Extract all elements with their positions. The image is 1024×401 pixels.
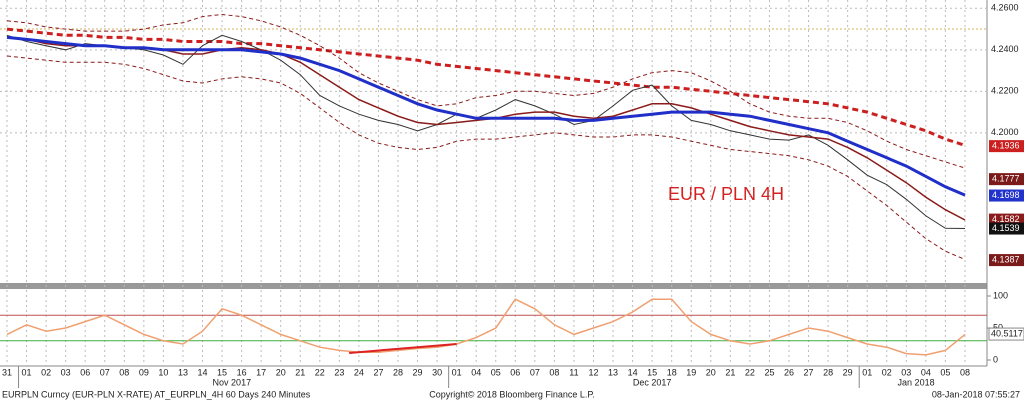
price-tag-label: 4.1698 — [992, 190, 1020, 200]
x-tick-label: 05 — [940, 367, 950, 377]
x-tick-label: 22 — [315, 367, 325, 377]
price-tag-label: 4.1582 — [992, 214, 1020, 224]
footer-left: EURPLN Curncy (EUR-PLN X-RATE) AT_EURPLN… — [2, 389, 311, 399]
month-label: Dec 2017 — [633, 377, 672, 387]
x-tick-label: 15 — [647, 367, 657, 377]
price-tag — [989, 140, 1024, 153]
x-tick-label: 27 — [804, 367, 814, 377]
rsi-tag — [988, 327, 1024, 341]
x-tick-label: 13 — [608, 367, 618, 377]
x-tick-label: 06 — [510, 367, 520, 377]
x-tick-label: 28 — [823, 367, 833, 377]
month-label: Jan 2018 — [898, 377, 935, 387]
x-tick-label: 08 — [960, 367, 970, 377]
series-line — [6, 34, 966, 229]
month-label: Nov 2017 — [213, 377, 252, 387]
x-tick-label: 03 — [901, 367, 911, 377]
x-tick-label: 05 — [491, 367, 501, 377]
series-line — [6, 35, 966, 197]
x-tick-label: 21 — [725, 367, 735, 377]
rsi-tag-label: 40.5117 — [991, 328, 1023, 338]
x-tick-label: 29 — [843, 367, 853, 377]
x-tick-label: 08 — [549, 367, 559, 377]
rsi-tick-label: 100 — [993, 290, 1008, 300]
price-tag-label: 4.1777 — [992, 174, 1020, 184]
x-tick-label: 10 — [158, 367, 168, 377]
x-tick-label: 20 — [706, 367, 716, 377]
price-tag-label: 4.1387 — [992, 254, 1020, 264]
x-tick-label: 21 — [295, 367, 305, 377]
y-tick-label: 4.2400 — [991, 44, 1019, 54]
footer-center: Copyright© 2018 Bloomberg Finance L.P. — [429, 389, 595, 399]
x-tick-label: 02 — [882, 367, 892, 377]
y-tick-label: 4.2200 — [991, 86, 1019, 96]
x-tick-label: 25 — [764, 367, 774, 377]
x-tick-label: 24 — [354, 367, 364, 377]
price-tag — [989, 222, 1024, 235]
x-tick-label: 09 — [139, 367, 149, 377]
rsi-line — [6, 298, 966, 356]
x-tick-label: 26 — [784, 367, 794, 377]
series-line — [6, 55, 966, 260]
x-tick-label: 17 — [256, 367, 266, 377]
x-tick-label: 04 — [921, 367, 931, 377]
price-tag — [989, 173, 1024, 186]
x-tick-label: 15 — [217, 367, 227, 377]
x-tick-label: 20 — [276, 367, 286, 377]
x-tick-label: 22 — [745, 367, 755, 377]
y-tick-label: 4.2600 — [991, 3, 1019, 13]
x-tick-label: 16 — [237, 367, 247, 377]
x-tick-label: 08 — [119, 367, 129, 377]
x-tick-label: 28 — [393, 367, 403, 377]
price-tag-label: 4.1539 — [992, 223, 1020, 233]
rsi-tick-label: 0 — [993, 354, 998, 364]
x-tick-label: 01 — [452, 367, 462, 377]
x-tick-label: 01 — [22, 367, 32, 377]
x-tick-label: 04 — [471, 367, 481, 377]
x-tick-label: 29 — [413, 367, 423, 377]
x-tick-label: 07 — [100, 367, 110, 377]
price-tag — [989, 254, 1024, 267]
rsi-tick-label: 50 — [993, 322, 1003, 332]
x-tick-label: 14 — [628, 367, 638, 377]
x-tick-label: 07 — [530, 367, 540, 377]
x-tick-label: 03 — [61, 367, 71, 377]
trendline — [349, 343, 457, 354]
x-tick-label: 30 — [432, 367, 442, 377]
annotation: EUR / PLN 4H — [668, 184, 784, 204]
price-tag — [989, 189, 1024, 202]
x-tick-label: 19 — [686, 367, 696, 377]
footer-right: 08-Jan-2018 07:55:27 — [932, 389, 1020, 399]
x-tick-label: 12 — [588, 367, 598, 377]
y-tick-label: 4.2000 — [991, 127, 1019, 137]
x-tick-label: 02 — [41, 367, 51, 377]
x-tick-label: 13 — [178, 367, 188, 377]
panel-separator — [0, 283, 987, 289]
x-tick-label: 31 — [2, 367, 12, 377]
x-tick-label: 14 — [197, 367, 207, 377]
x-tick-label: 27 — [373, 367, 383, 377]
series-line — [6, 27, 966, 147]
x-tick-label: 11 — [569, 367, 578, 377]
x-tick-label: 23 — [334, 367, 344, 377]
price-tag-label: 4.1936 — [992, 141, 1020, 151]
x-tick-label: 18 — [667, 367, 677, 377]
x-tick-label: 06 — [80, 367, 90, 377]
x-tick-label: 01 — [862, 367, 872, 377]
